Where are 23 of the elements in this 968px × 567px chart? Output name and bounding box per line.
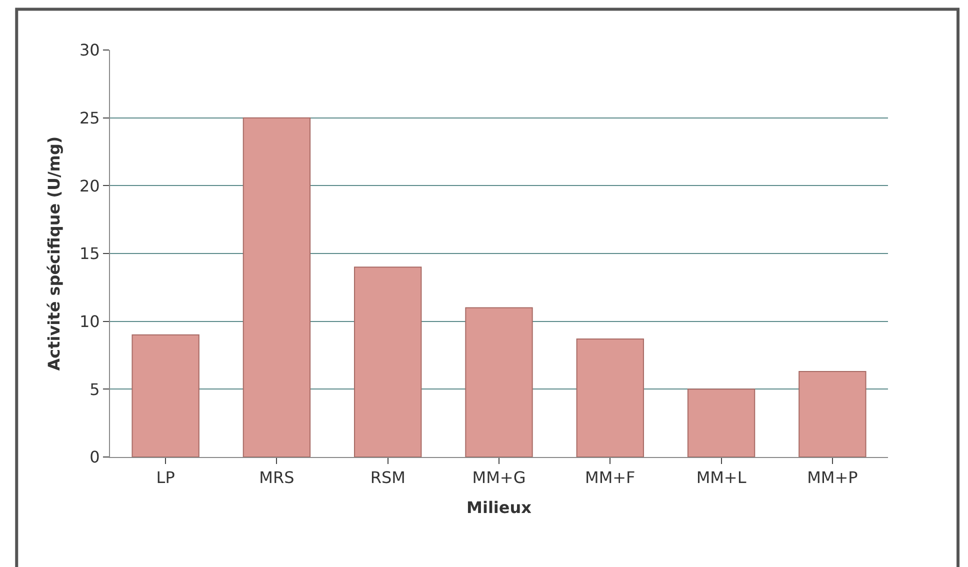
x-tick-label: MRS [259, 468, 294, 488]
x-axis-title: Milieux [466, 498, 532, 517]
x-tick-label: MM+G [472, 468, 526, 488]
x-tick-label: MM+F [585, 468, 636, 488]
bar [798, 371, 866, 457]
bar [465, 307, 533, 457]
x-tick-label: MM+L [696, 468, 746, 488]
y-tick-label: 15 [79, 244, 100, 264]
x-tick-label: LP [156, 468, 176, 488]
bar [242, 117, 311, 457]
x-tick-label: RSM [370, 468, 406, 488]
y-axis-title: Activité spécifique (U/mg) [44, 136, 64, 371]
bar [132, 334, 200, 457]
y-tick-label: 30 [79, 40, 100, 60]
bar [687, 388, 756, 457]
bar [354, 266, 422, 457]
y-tick-label: 5 [90, 380, 100, 399]
y-tick-label: 25 [79, 108, 100, 128]
bar [576, 338, 644, 457]
x-tick-label: MM+P [807, 468, 858, 488]
y-tick-label: 0 [90, 448, 100, 467]
y-tick-label: 10 [79, 312, 100, 331]
y-tick-label: 20 [79, 176, 100, 196]
